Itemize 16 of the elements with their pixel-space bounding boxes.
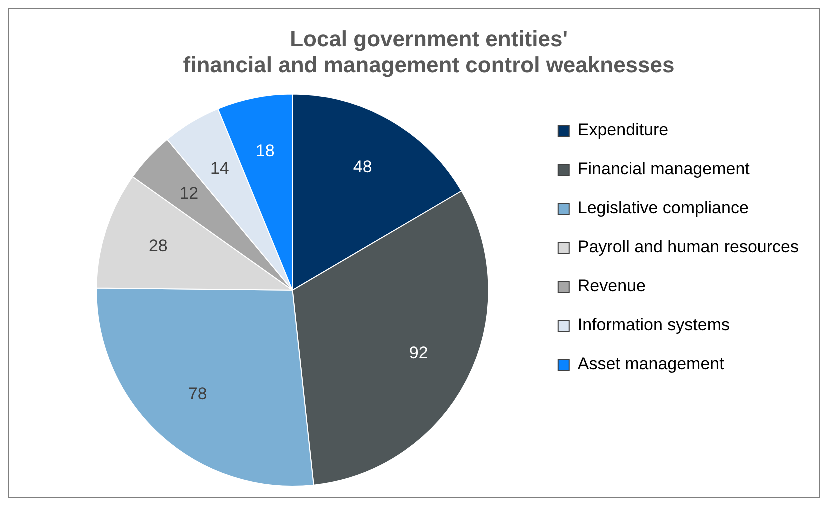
legend-label: Asset management: [578, 354, 725, 374]
text: Local government entities': [290, 26, 568, 52]
legend-label: Financial management: [578, 160, 750, 179]
legend-label: Legislative compliance: [578, 198, 749, 218]
data-label: 14: [210, 159, 230, 178]
legend-label: Expenditure: [578, 120, 669, 140]
text: financial and management control weaknesses: [183, 52, 675, 78]
data-label: 78: [188, 384, 208, 404]
data-label: 18: [256, 142, 275, 161]
data-label: 48: [353, 158, 372, 177]
legend-label: Information systems: [578, 316, 730, 335]
data-label: 92: [409, 344, 428, 363]
legend-label: Revenue: [578, 276, 646, 296]
legend-label: Payroll and human resources: [578, 238, 800, 257]
data-label: 28: [148, 236, 168, 256]
data-label: 12: [180, 184, 199, 204]
